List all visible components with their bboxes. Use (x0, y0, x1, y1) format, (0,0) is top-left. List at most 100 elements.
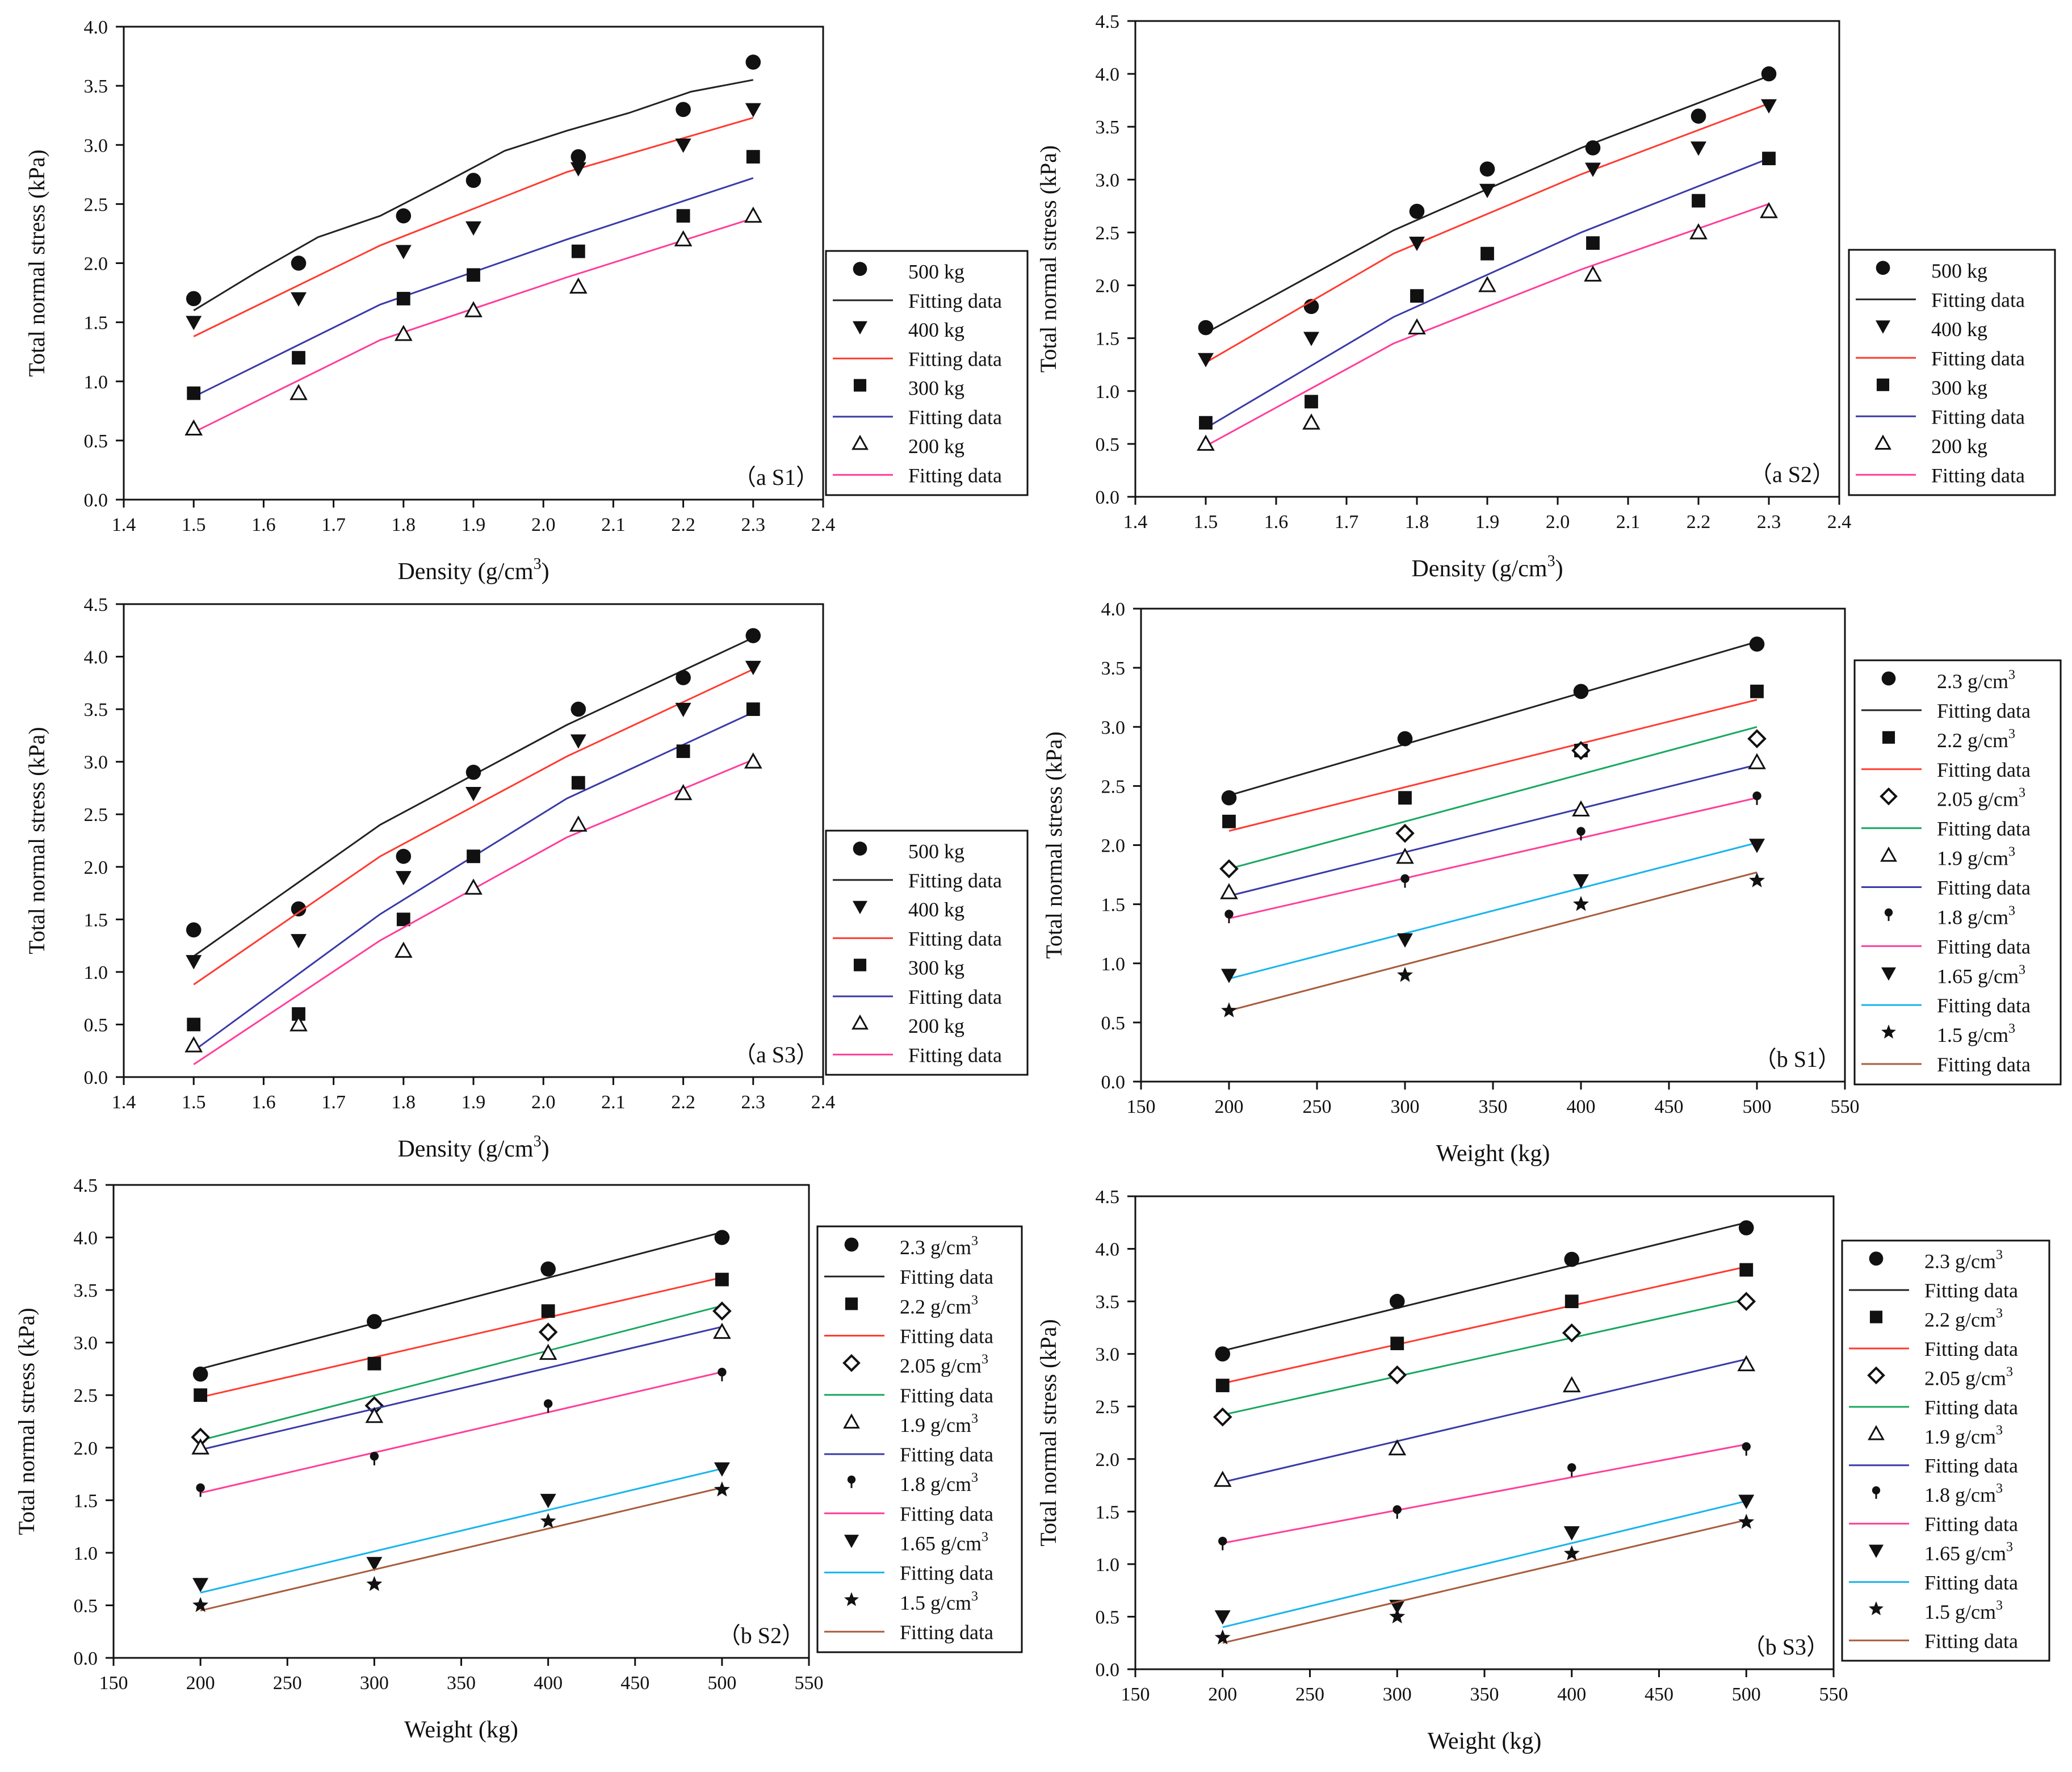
data-point (1564, 1251, 1580, 1267)
legend-label: Fitting data (908, 869, 1002, 892)
data-point (396, 848, 412, 864)
legend-marker (1874, 434, 1891, 450)
y-tick-label: 4.5 (1096, 1187, 1120, 1208)
data-point (464, 878, 483, 895)
x-tick-label: 1.6 (251, 514, 276, 535)
y-tick-label: 2.0 (74, 1438, 98, 1459)
legend-marker (1880, 787, 1898, 806)
legend-label: Fitting data (900, 1384, 993, 1407)
y-tick-label: 4.5 (84, 594, 108, 615)
y-tick-label: 1.0 (1096, 1555, 1120, 1576)
data-point (1748, 753, 1766, 769)
data-point (394, 941, 413, 958)
y-tick-label: 1.0 (84, 962, 108, 983)
legend-marker (853, 262, 867, 276)
data-point (745, 628, 761, 643)
data-point (746, 702, 760, 717)
legend-marker (844, 1592, 859, 1606)
panel-tag: （b S3） (1743, 1634, 1829, 1660)
legend-label: 300 kg (908, 377, 964, 400)
legend-marker (1882, 731, 1895, 744)
data-point (1221, 969, 1237, 983)
fit-line-5 (1222, 1443, 1747, 1544)
data-point (712, 1301, 732, 1321)
data-point (1573, 684, 1589, 699)
data-point (1562, 1323, 1582, 1343)
legend-box (1841, 1239, 2050, 1662)
data-point (1389, 1293, 1405, 1309)
data-point (184, 1036, 203, 1053)
data-point (1410, 289, 1424, 303)
fit-line-6 (1222, 1500, 1747, 1628)
legend: 500 kg Fitting data 400 kg Fitting data 300 … (1848, 249, 2056, 496)
legend: 500 kg Fitting data 400 kg Fitting data 300 … (825, 250, 1029, 496)
x-tick-label: 1.8 (392, 1092, 416, 1113)
y-tick-label: 1.0 (84, 372, 108, 393)
legend-label: Fitting data (908, 347, 1002, 370)
data-point (746, 150, 760, 164)
data-point (187, 1017, 201, 1032)
fit-line-6 (1228, 841, 1758, 980)
panel-tag: （a S2） (1750, 462, 1835, 487)
data-point (571, 776, 585, 790)
y-tick-label: 3.0 (1101, 717, 1126, 738)
fit-line-5 (1228, 797, 1758, 920)
data-point (570, 734, 586, 749)
x-axis-label: Density (g/cm3) (397, 555, 549, 585)
data-point (1691, 141, 1706, 156)
x-tick-label: 1.9 (1475, 512, 1500, 533)
legend-label: 1.65 g/cm3 (900, 1530, 988, 1555)
y-tick-label: 2.0 (1096, 1450, 1120, 1471)
panel-tag: （b S1） (1754, 1046, 1840, 1072)
data-point (1214, 1629, 1231, 1645)
fit-line-1 (1205, 75, 1769, 334)
legend-marker (853, 841, 867, 856)
y-tick-label: 3.0 (1096, 1344, 1120, 1365)
x-tick-label: 1.7 (321, 1092, 346, 1113)
legend-box (825, 250, 1029, 496)
data-point (676, 209, 690, 223)
legend-marker (1872, 1486, 1881, 1499)
data-point (1585, 140, 1601, 156)
data-point (1737, 1355, 1756, 1372)
data-point (715, 1272, 729, 1287)
y-tick-label: 3.0 (84, 752, 108, 773)
data-point (1739, 1263, 1754, 1277)
data-point (744, 752, 762, 769)
x-tick-label: 1.9 (462, 1092, 486, 1113)
x-tick-label: 550 (795, 1673, 824, 1694)
data-point (192, 1366, 208, 1382)
data-point (1219, 859, 1239, 878)
x-tick-label: 300 (1391, 1096, 1420, 1117)
legend-label: 1.9 g/cm3 (900, 1411, 978, 1436)
legend-marker (1881, 967, 1896, 981)
data-point (1752, 791, 1761, 805)
panel-tag: （a S1） (733, 464, 819, 490)
data-point (1689, 223, 1708, 240)
x-tick-label: 2.1 (601, 514, 626, 535)
fit-line-3 (1205, 157, 1769, 429)
data-point (186, 922, 202, 938)
data-point (1215, 1379, 1230, 1393)
x-axis-label: Density (g/cm3) (1411, 552, 1563, 582)
data-point (1761, 99, 1777, 114)
fit-line-1 (200, 1231, 723, 1370)
legend-label: Fitting data (1924, 1513, 2018, 1536)
x-tick-label: 2.2 (1687, 512, 1711, 533)
x-tick-label: 2.3 (1757, 512, 1781, 533)
legend-label: 1.5 g/cm3 (1924, 1598, 2003, 1623)
x-axis-label: Density (g/cm3) (397, 1133, 549, 1162)
x-tick-label: 2.4 (1827, 512, 1852, 533)
fit-line-4 (1205, 203, 1769, 447)
data-point (467, 849, 480, 864)
y-tick-label: 2.0 (1096, 276, 1120, 297)
x-tick-label: 300 (1383, 1684, 1412, 1705)
data-point (194, 1388, 208, 1402)
y-tick-label: 4.0 (1101, 599, 1126, 620)
data-point (714, 1481, 730, 1497)
data-point (291, 934, 307, 949)
x-tick-label: 2.0 (531, 1092, 556, 1113)
x-tick-label: 1.6 (251, 1092, 276, 1113)
y-tick-label: 0.5 (1101, 1013, 1126, 1034)
